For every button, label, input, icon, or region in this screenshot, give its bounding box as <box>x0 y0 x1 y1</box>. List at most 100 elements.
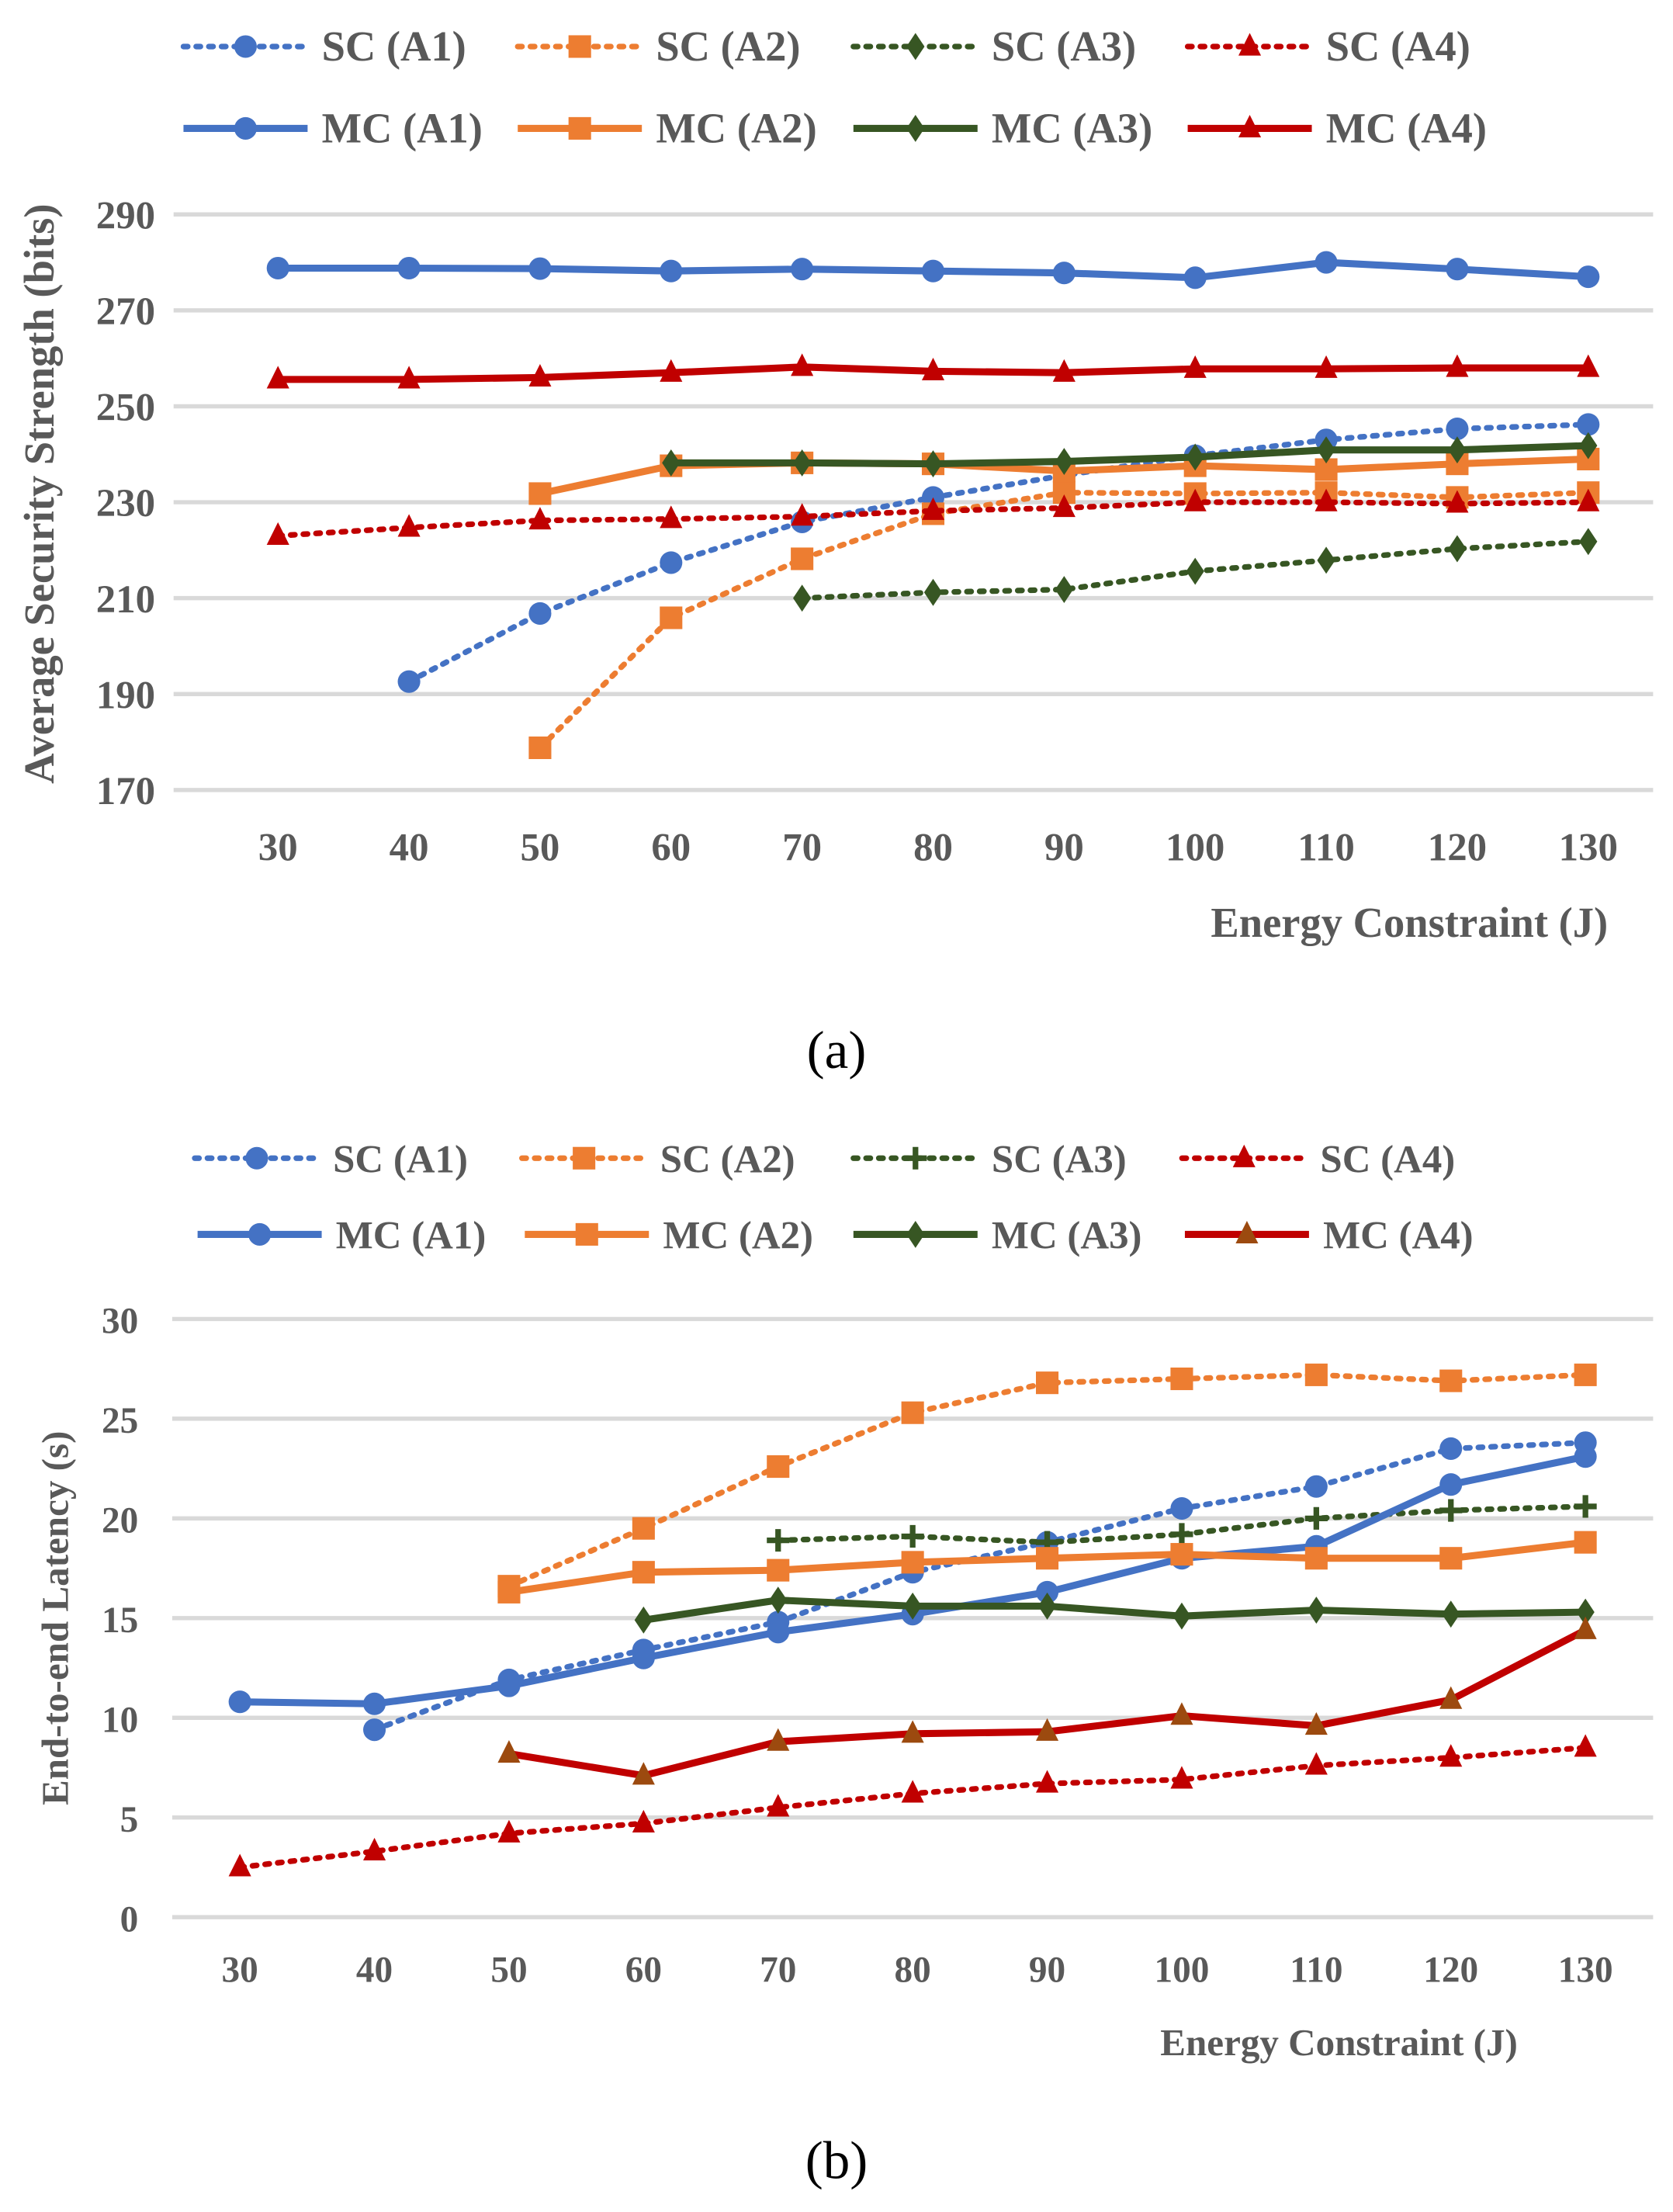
chart-b-ylabel: End-to-end Latency (s) <box>33 1431 76 1805</box>
data-point <box>767 1529 790 1552</box>
data-point <box>660 551 683 574</box>
x-tick-label: 60 <box>651 827 691 870</box>
data-point <box>1439 1437 1463 1460</box>
data-point <box>632 1762 655 1785</box>
legend-entry: SC (A4) <box>1184 23 1470 70</box>
series-line <box>537 490 1592 751</box>
data-point <box>660 359 683 382</box>
legend-label: SC (A4) <box>1320 1138 1455 1181</box>
data-point <box>1304 1712 1328 1735</box>
data-point <box>1170 1496 1193 1520</box>
data-point <box>397 256 421 280</box>
legend-entry: SC (A3) <box>850 23 1136 70</box>
data-point <box>921 357 945 380</box>
legend-marker <box>568 35 591 58</box>
chart-b-latency: Energy Constraint (J) End-to-end Latency… <box>33 1138 1654 2189</box>
legend-marker <box>234 116 257 140</box>
data-point <box>1317 546 1335 574</box>
data-point <box>921 259 945 283</box>
data-point <box>632 1809 655 1833</box>
legend-entry: SC (A2) <box>514 23 801 70</box>
data-point <box>1574 1363 1597 1386</box>
data-point <box>1446 354 1469 377</box>
data-point <box>767 1728 790 1751</box>
data-point <box>660 606 683 629</box>
data-point <box>767 1558 790 1582</box>
series-mc-a1 <box>266 251 1600 290</box>
y-tick-label: 15 <box>102 1600 138 1641</box>
legend-marker <box>1238 33 1262 56</box>
legend-entry: SC (A1) <box>192 1138 468 1181</box>
legend-marker <box>1235 1220 1259 1244</box>
data-point <box>266 522 289 545</box>
chart-a-xlabel: Energy Constraint (J) <box>1211 899 1608 946</box>
series-sc-a3 <box>793 528 1598 612</box>
data-point <box>397 366 421 389</box>
y-tick-label: 5 <box>120 1800 139 1840</box>
data-point <box>397 670 421 693</box>
data-point <box>1304 1363 1328 1386</box>
legend-marker <box>568 116 591 140</box>
y-tick-label: 10 <box>102 1700 138 1740</box>
data-point <box>1439 1744 1463 1767</box>
data-point <box>266 256 289 280</box>
y-tick-label: 0 <box>120 1899 139 1940</box>
data-point <box>1577 265 1600 289</box>
legend-label: SC (A2) <box>660 1138 795 1181</box>
data-point <box>791 547 814 570</box>
data-point <box>921 497 945 520</box>
legend-entry: MC (A3) <box>853 105 1152 152</box>
data-point <box>1036 1371 1059 1395</box>
x-tick-label: 30 <box>222 1950 258 1991</box>
chart-b-xlabel: Energy Constraint (J) <box>1160 2021 1518 2064</box>
legend-marker <box>245 1146 268 1170</box>
series-line <box>371 1440 1588 1733</box>
data-point <box>1579 528 1598 556</box>
data-point <box>903 1592 922 1620</box>
data-point <box>228 1690 251 1714</box>
y-tick-label: 25 <box>102 1401 138 1441</box>
legend-label: SC (A4) <box>1326 23 1470 70</box>
data-point <box>528 363 552 387</box>
legend-label: MC (A3) <box>992 105 1152 152</box>
data-point <box>1448 535 1467 563</box>
data-point <box>1317 436 1335 464</box>
data-point <box>1574 1616 1597 1639</box>
series-line <box>670 442 1588 468</box>
data-point <box>1439 1499 1463 1522</box>
legend-entry: SC (A1) <box>180 23 466 70</box>
chart-a-ylabel: Average Security Strength (bits) <box>16 203 63 783</box>
legend-label: MC (A1) <box>336 1215 487 1258</box>
legend-label: SC (A3) <box>992 1138 1127 1181</box>
legend-marker <box>906 1220 925 1248</box>
series-sc-a3 <box>767 1495 1597 1554</box>
data-point <box>767 1455 790 1479</box>
data-point <box>1036 1580 1059 1604</box>
data-point <box>1314 251 1338 274</box>
x-tick-label: 50 <box>521 827 560 870</box>
data-point <box>791 353 814 376</box>
x-tick-label: 130 <box>1559 827 1618 870</box>
data-point <box>1170 1523 1193 1546</box>
x-tick-label: 120 <box>1428 827 1487 870</box>
series-line <box>237 1745 1588 1870</box>
legend-label: MC (A2) <box>656 105 816 152</box>
legend-marker <box>573 1146 596 1170</box>
y-tick-label: 30 <box>102 1302 138 1342</box>
data-point <box>1170 1367 1193 1391</box>
data-point <box>1439 1369 1463 1392</box>
legend-label: SC (A1) <box>322 23 466 70</box>
data-point <box>791 258 814 281</box>
legend-entry: MC (A1) <box>183 105 483 152</box>
data-point <box>363 1837 386 1860</box>
data-point <box>1052 262 1076 285</box>
legend-entry: MC (A2) <box>525 1215 813 1258</box>
legend-label: MC (A4) <box>1323 1215 1474 1258</box>
data-point <box>1577 488 1600 511</box>
legend-marker <box>248 1222 272 1246</box>
data-point <box>228 1853 251 1877</box>
data-point <box>662 449 681 477</box>
data-point <box>767 1621 790 1644</box>
